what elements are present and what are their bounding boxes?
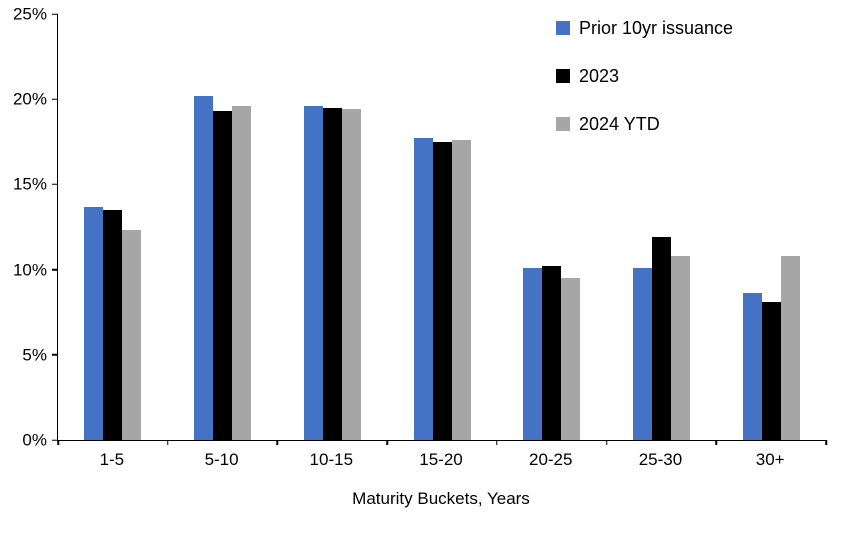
y-tick-mark (52, 98, 58, 100)
bar-prior-10yr-issuance (523, 267, 543, 440)
x-category-label: 5-10 (204, 450, 239, 469)
bar-2023 (432, 141, 452, 440)
x-category-label: 20-25 (528, 450, 573, 469)
legend-item: 2023 (556, 66, 733, 86)
x-axis-title: Maturity Buckets, Years (352, 489, 530, 508)
bar-prior-10yr-issuance (84, 206, 104, 440)
y-tick-label: 25% (12, 4, 47, 24)
x-tick-mark (386, 440, 388, 445)
y-tick-label: 15% (12, 174, 47, 194)
y-tick-mark (52, 268, 58, 271)
x-category-label: 10-15 (309, 450, 354, 469)
legend-label: 2023 (579, 66, 620, 86)
legend-label: 2024 YTD (579, 114, 660, 134)
legend-label: Prior 10yr issuance (579, 18, 734, 38)
x-tick-mark (715, 440, 718, 445)
legend-item: Prior 10yr issuance (556, 18, 733, 38)
y-tick-label: 5% (22, 345, 47, 365)
bar-prior-10yr-issuance (194, 95, 214, 440)
legend: Prior 10yr issuance 2023 2024 YTD (556, 18, 733, 162)
bar-2024-ytd (561, 278, 581, 440)
y-tick-label: 10% (12, 260, 47, 280)
bar-prior-10yr-issuance (632, 267, 652, 440)
bar-2023 (322, 107, 342, 440)
bar-2024-ytd (670, 255, 690, 440)
y-tick-mark (52, 354, 58, 356)
bar-2023 (213, 111, 233, 440)
bar-group (716, 14, 826, 440)
bar-2024-ytd (780, 255, 800, 440)
legend-swatch-icon (556, 117, 570, 131)
bar-2024-ytd (232, 106, 252, 440)
x-category-label: 25-30 (638, 450, 683, 469)
bar-group (58, 14, 168, 440)
x-tick-mark (605, 440, 608, 445)
legend-item: 2024 YTD (556, 114, 733, 134)
bar-2024-ytd (341, 109, 361, 440)
bar-group (387, 14, 497, 440)
bar-2023 (651, 237, 671, 440)
bar-2023 (542, 266, 562, 440)
bar-groups (58, 14, 826, 440)
bar-prior-10yr-issuance (742, 293, 762, 440)
bar-group (168, 14, 278, 440)
y-tick-mark (52, 13, 58, 15)
bar-group (497, 14, 607, 440)
bar-group (607, 14, 717, 440)
x-category-label: 1-5 (99, 450, 125, 469)
x-category-label: 30+ (755, 450, 785, 469)
bar-group (277, 14, 387, 440)
y-tick-label: 20% (12, 89, 47, 109)
x-tick-mark (166, 440, 169, 445)
legend-swatch-icon (556, 69, 570, 83)
x-category-label: 15-20 (419, 450, 463, 469)
bar-2023 (761, 301, 781, 440)
bar-2023 (103, 209, 123, 440)
x-tick-mark (57, 440, 59, 445)
x-tick-mark (825, 440, 827, 445)
y-tick-label: 0% (22, 430, 47, 450)
x-tick-mark (276, 440, 279, 445)
bar-2024-ytd (122, 230, 142, 440)
y-tick-mark (52, 183, 58, 186)
bar-prior-10yr-issuance (413, 138, 433, 440)
bar-prior-10yr-issuance (303, 106, 323, 440)
x-tick-mark (496, 440, 498, 445)
x-axis-labels: 1-5 5-10 10-15 15-20 20-25 25-30 30+ (57, 450, 825, 470)
bar-2024-ytd (451, 140, 471, 440)
plot-area: Prior 10yr issuance 2023 2024 YTD 0% 5% 10% 1… (13, 6, 827, 449)
y-tick-mark (52, 439, 58, 441)
legend-swatch-icon (556, 21, 570, 35)
